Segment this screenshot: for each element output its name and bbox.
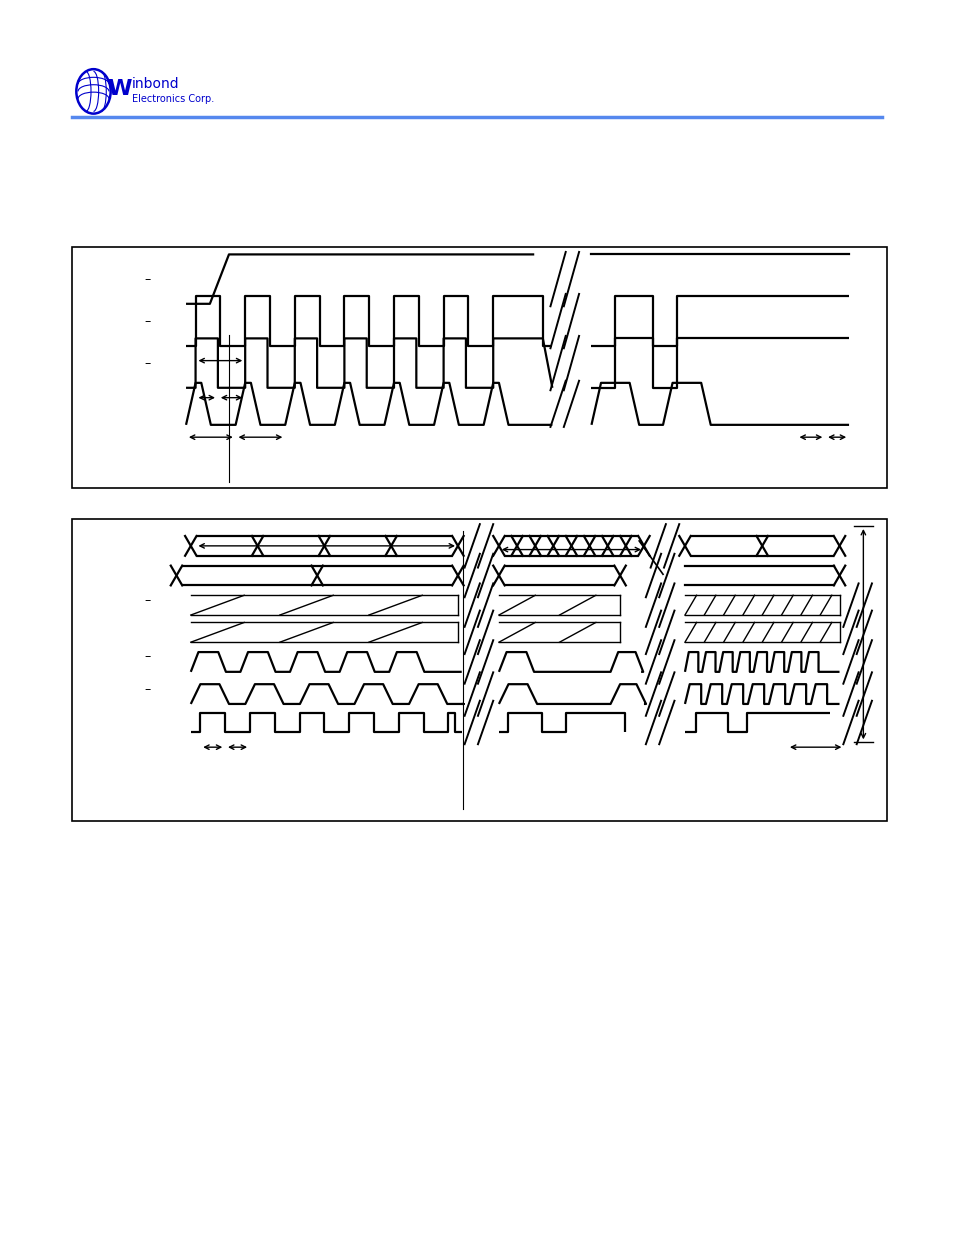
Text: –: – bbox=[145, 315, 151, 327]
Bar bbox=[71, 519, 886, 821]
Text: –: – bbox=[145, 594, 151, 606]
Text: –: – bbox=[145, 683, 151, 695]
Text: –: – bbox=[145, 651, 151, 663]
Text: –: – bbox=[145, 273, 151, 285]
Text: W: W bbox=[107, 79, 132, 99]
Text: inbond: inbond bbox=[132, 77, 179, 91]
Text: Electronics Corp.: Electronics Corp. bbox=[132, 94, 213, 104]
Text: –: – bbox=[145, 357, 151, 369]
Bar bbox=[71, 247, 886, 488]
